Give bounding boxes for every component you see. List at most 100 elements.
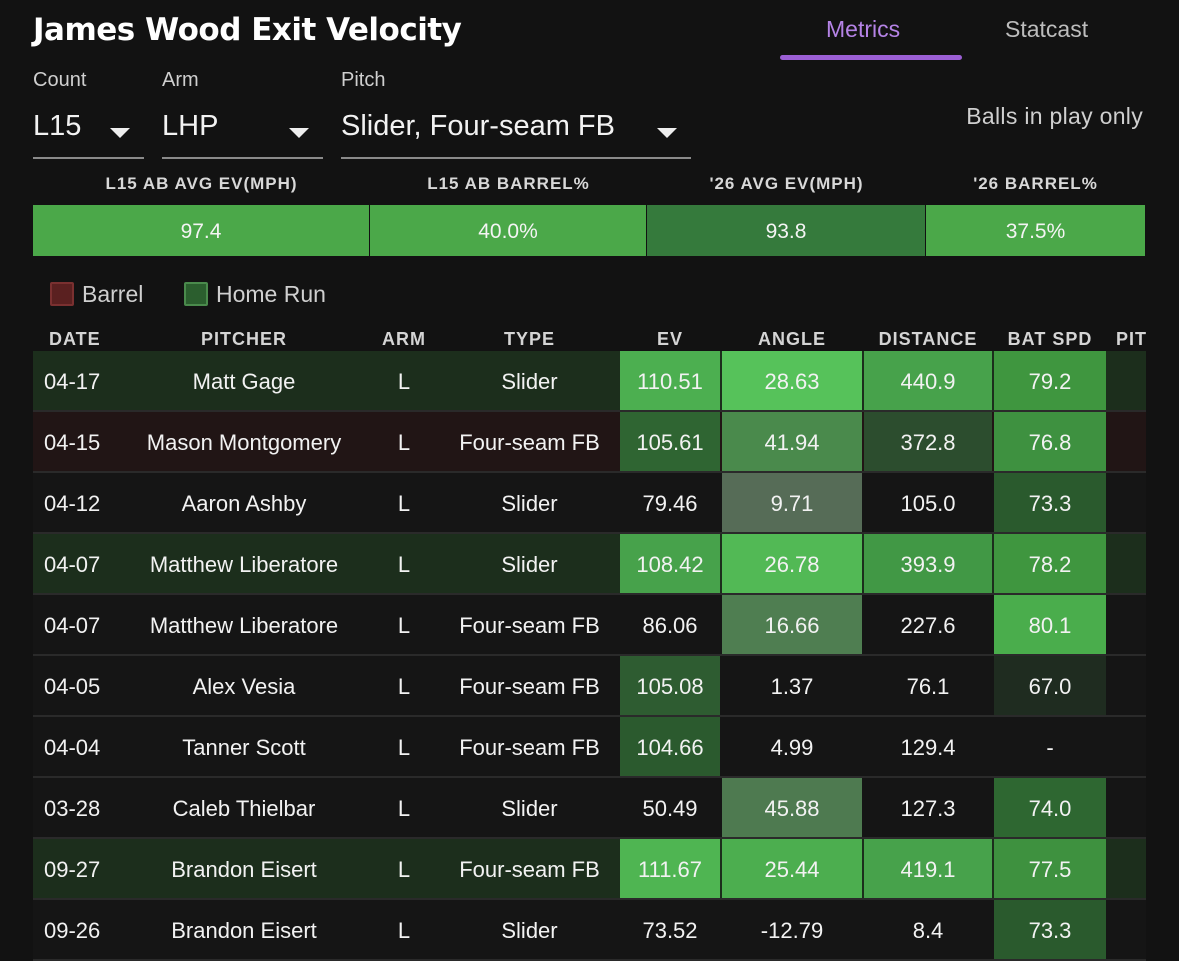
- tab-statcast[interactable]: Statcast: [1005, 16, 1089, 42]
- bat-spd-cell: 76.8: [994, 412, 1106, 471]
- date-cell: 03-28: [44, 796, 101, 821]
- distance-cell: 227.6: [864, 595, 992, 654]
- ev-cell: 104.66: [620, 717, 720, 776]
- type-cell: Four-seam FB: [459, 613, 600, 638]
- column-header-bat-spd[interactable]: BAT SPD: [1007, 329, 1093, 349]
- table-row[interactable]: 04-12 Aaron Ashby L Slider 79.46 9.71 105.0 73.…: [33, 473, 1146, 534]
- summary-value-l15-barrel: 40.0%: [370, 205, 646, 256]
- table-row[interactable]: 09-27 Brandon Eisert L Four-seam FB 111.67 25…: [33, 839, 1146, 900]
- column-header-pitcher[interactable]: PITCHER: [200, 329, 287, 349]
- angle-cell: 9.71: [722, 473, 862, 532]
- active-tab-indicator: [780, 55, 962, 60]
- type-cell: Four-seam FB: [459, 735, 600, 760]
- column-header-date[interactable]: DATE: [49, 329, 101, 349]
- type-cell: Slider: [501, 796, 558, 821]
- bat-spd-cell: -: [994, 717, 1106, 776]
- angle-cell: -12.79: [722, 900, 862, 959]
- home-run-legend-label: Home Run: [216, 281, 326, 307]
- type-cell: Slider: [501, 491, 558, 516]
- distance-cell: 393.9: [864, 534, 992, 593]
- column-header-type[interactable]: TYPE: [503, 329, 555, 349]
- angle-cell: 25.44: [722, 839, 862, 898]
- arm-select[interactable]: LHP: [162, 104, 323, 159]
- table-row[interactable]: 09-26 Brandon Eisert L Slider 73.52 -12.79 8.4…: [33, 900, 1146, 961]
- angle-cell: 28.63: [722, 351, 862, 410]
- table-row[interactable]: 04-07 Matthew Liberatore L Slider 108.42 26.7…: [33, 534, 1146, 595]
- ev-cell: 73.52: [620, 900, 720, 959]
- summary-value-26-avg-ev: 93.8: [647, 205, 925, 256]
- bat-spd-cell: 80.1: [994, 595, 1106, 654]
- column-header-distance[interactable]: DISTANCE: [878, 329, 978, 349]
- arm-cell: L: [397, 491, 411, 516]
- arm-cell: L: [397, 552, 411, 577]
- arm-cell: L: [397, 430, 411, 455]
- ev-cell: 79.46: [620, 473, 720, 532]
- date-cell: 09-26: [44, 918, 101, 943]
- distance-cell: 419.1: [864, 839, 992, 898]
- angle-cell: 26.78: [722, 534, 862, 593]
- ev-cell: 105.08: [620, 656, 720, 715]
- angle-cell: 41.94: [722, 412, 862, 471]
- count-filter-label: Count: [33, 69, 87, 91]
- date-cell: 04-15: [44, 430, 101, 455]
- barrel-legend-swatch: [50, 282, 74, 306]
- table-row[interactable]: 04-17 Matt Gage L Slider 110.51 28.63 440.9 79.…: [33, 351, 1146, 412]
- pitch-select[interactable]: Slider, Four-seam FB: [341, 104, 691, 159]
- ev-cell: 86.06: [620, 595, 720, 654]
- type-cell: Slider: [501, 369, 558, 394]
- angle-cell: 16.66: [722, 595, 862, 654]
- balls-in-play-toggle-label[interactable]: Balls in play only: [966, 103, 1143, 129]
- arm-cell: L: [397, 674, 411, 699]
- summary-label-l15-barrel: L15 AB BARREL%: [427, 174, 590, 193]
- table-row[interactable]: 04-07 Matthew Liberatore L Four-seam FB 86.0…: [33, 595, 1146, 656]
- summary-value-l15-avg-ev: 97.4: [33, 205, 369, 256]
- table-row[interactable]: 03-28 Caleb Thielbar L Slider 50.49 45.88 127.…: [33, 778, 1146, 839]
- page-title: James Wood Exit Velocity: [33, 12, 462, 48]
- tab-metrics[interactable]: Metrics: [826, 16, 901, 42]
- summary-label-26-avg-ev: '26 AVG EV(MPH): [709, 174, 864, 193]
- column-header-angle[interactable]: ANGLE: [758, 329, 826, 349]
- column-header-arm[interactable]: ARM: [382, 329, 426, 349]
- distance-cell: 129.4: [864, 717, 992, 776]
- type-cell: Slider: [501, 918, 558, 943]
- pitcher-cell: Matthew Liberatore: [149, 613, 339, 638]
- distance-cell: 127.3: [864, 778, 992, 837]
- table-row[interactable]: 04-04 Tanner Scott L Four-seam FB 104.66 4.99…: [33, 717, 1146, 778]
- ev-cell: 111.67: [620, 839, 720, 898]
- column-header-ev[interactable]: EV: [656, 329, 683, 349]
- bat-spd-cell: 67.0: [994, 656, 1106, 715]
- ev-cell: 108.42: [620, 534, 720, 593]
- arm-filter-label: Arm: [162, 69, 199, 91]
- bat-spd-cell: 79.2: [994, 351, 1106, 410]
- distance-cell: 76.1: [864, 656, 992, 715]
- summary-label-l15-avg-ev: L15 AB AVG EV(MPH): [105, 174, 298, 193]
- arm-cell: L: [397, 735, 411, 760]
- summary-value-26-barrel: 37.5%: [926, 205, 1145, 256]
- home-run-legend-swatch: [184, 282, 208, 306]
- pitcher-cell: Brandon Eisert: [171, 857, 317, 882]
- bat-spd-cell: 73.3: [994, 473, 1106, 532]
- type-cell: Four-seam FB: [459, 430, 600, 455]
- distance-cell: 440.9: [864, 351, 992, 410]
- table-row[interactable]: 04-05 Alex Vesia L Four-seam FB 105.08 1.37 76…: [33, 656, 1146, 717]
- date-cell: 04-12: [44, 491, 101, 516]
- table-row[interactable]: 04-15 Mason Montgomery L Four-seam FB 105.61…: [33, 412, 1146, 473]
- column-header-pitch-cut[interactable]: PIT: [1116, 329, 1148, 349]
- barrel-legend-label: Barrel: [82, 281, 144, 307]
- bat-spd-cell: 77.5: [994, 839, 1106, 898]
- count-select[interactable]: L15: [33, 104, 144, 159]
- ev-cell: 50.49: [620, 778, 720, 837]
- ev-cell: 105.61: [620, 412, 720, 471]
- pitch-select-value: Slider, Four-seam FB: [341, 110, 615, 142]
- pitcher-cell: Tanner Scott: [182, 735, 306, 760]
- angle-cell: 45.88: [722, 778, 862, 837]
- arm-select-value: LHP: [162, 110, 219, 142]
- chevron-down-icon: [657, 128, 677, 138]
- bat-spd-cell: 78.2: [994, 534, 1106, 593]
- pitcher-cell: Matthew Liberatore: [149, 552, 339, 577]
- type-cell: Four-seam FB: [459, 857, 600, 882]
- date-cell: 04-17: [44, 369, 101, 394]
- bat-spd-cell: 74.0: [994, 778, 1106, 837]
- angle-cell: 4.99: [722, 717, 862, 776]
- pitcher-cell: Aaron Ashby: [181, 491, 307, 516]
